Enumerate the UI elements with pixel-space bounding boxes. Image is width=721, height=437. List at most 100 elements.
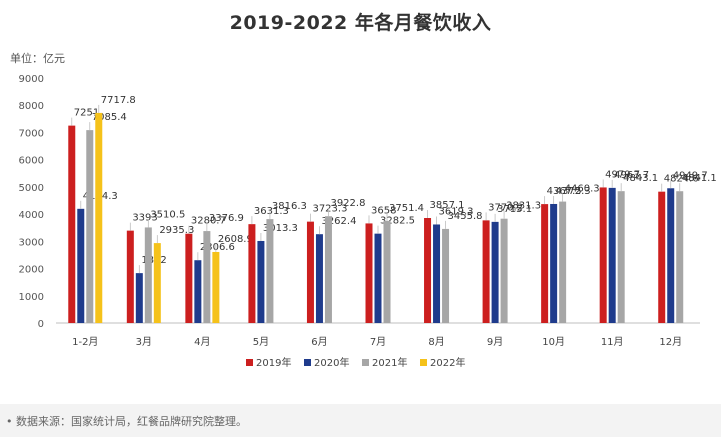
x-category-label: 11月 — [601, 336, 624, 348]
bar-2019年 — [541, 204, 549, 323]
data-label: 4963.7 — [614, 170, 649, 181]
bar-2019年 — [68, 125, 76, 323]
bar-2022年 — [212, 251, 220, 323]
y-tick-label: 0 — [38, 319, 44, 330]
data-label: 4367.5 — [547, 186, 582, 197]
data-label: 3723.3 — [312, 204, 347, 215]
bar-2021年 — [500, 218, 508, 323]
y-tick-label: 9000 — [19, 74, 44, 85]
bar-2019年 — [482, 220, 490, 323]
bar-2019年 — [658, 191, 666, 323]
bar-2020年 — [550, 203, 558, 323]
legend-swatch-2019年 — [246, 359, 253, 366]
legend-label: 2022年 — [430, 356, 465, 369]
data-label: 2608.9 — [218, 234, 253, 245]
data-label: 4843.1 — [623, 173, 658, 184]
data-label: 3922.8 — [330, 198, 365, 209]
y-tick-label: 2000 — [19, 265, 44, 276]
bar-2019年 — [185, 233, 193, 323]
y-tick-label: 4000 — [19, 210, 44, 221]
y-tick-label: 8000 — [19, 101, 44, 112]
data-label: 4824.6 — [664, 174, 699, 185]
bar-2022年 — [153, 243, 161, 323]
data-label: 3770.2 — [488, 202, 523, 213]
data-label: 3816.3 — [272, 201, 307, 212]
x-category-label: 6月 — [311, 336, 327, 348]
bar-2021年 — [86, 130, 94, 323]
x-category-label: 4月 — [194, 336, 210, 348]
x-category-label: 8月 — [428, 336, 444, 348]
data-label: 3857.1 — [430, 200, 465, 211]
legend-swatch-2021年 — [362, 359, 369, 366]
x-category-label: 3月 — [136, 336, 152, 348]
bar-2020年 — [77, 208, 85, 323]
data-label: 3510.5 — [150, 209, 185, 220]
bar-2020年 — [608, 187, 616, 323]
legend-swatch-2022年 — [420, 359, 427, 366]
data-label: 3751.4 — [389, 203, 424, 214]
data-label: 3262.4 — [321, 216, 356, 227]
x-category-label: 9月 — [487, 336, 503, 348]
bar-2019年 — [306, 221, 314, 323]
bar-2019年 — [248, 224, 256, 323]
bar-2020年 — [433, 224, 441, 323]
data-label: 3631.3 — [254, 206, 289, 217]
chart-title: 2019-2022 年各月餐饮收入 — [229, 12, 492, 34]
legend-label: 2020年 — [314, 356, 349, 369]
data-label: 3013.3 — [263, 223, 298, 234]
x-category-label: 1-2月 — [72, 336, 98, 348]
bar-2019年 — [365, 223, 373, 323]
bar-2019年 — [599, 187, 607, 323]
bar-2021年 — [559, 201, 567, 323]
bar-2021年 — [383, 220, 391, 323]
data-label: 3831.3 — [506, 201, 541, 212]
bar-2020年 — [135, 273, 143, 323]
x-category-label: 5月 — [253, 336, 269, 348]
bar-2020年 — [194, 260, 202, 323]
y-tick-label: 5000 — [19, 183, 44, 194]
data-label: 2306.6 — [200, 242, 235, 253]
data-label: 3376.9 — [209, 213, 244, 224]
data-label: 4372.3 — [556, 186, 591, 197]
data-label: 4949.7 — [673, 170, 708, 181]
bar-2019年 — [126, 230, 134, 323]
bar-2020年 — [667, 188, 675, 323]
data-label: 3715.1 — [497, 204, 532, 215]
bar-2019年 — [424, 218, 432, 323]
data-label: 7717.8 — [101, 95, 136, 106]
data-label: 3282.5 — [380, 216, 415, 227]
data-label: 3280.7 — [191, 216, 226, 227]
data-label: 4460.3 — [565, 184, 600, 195]
bar-2021年 — [144, 227, 152, 323]
data-label: 7251 — [74, 108, 99, 119]
legend-label: 2019年 — [256, 356, 291, 369]
data-label: 4841.1 — [682, 173, 717, 184]
bar-2022年 — [95, 112, 103, 324]
bar-2021年 — [266, 219, 274, 323]
bar-2020年 — [374, 233, 382, 323]
bar-2020年 — [491, 221, 499, 323]
unit-label: 单位：亿元 — [10, 52, 65, 65]
y-tick-label: 7000 — [19, 128, 44, 139]
legend-swatch-2020年 — [304, 359, 311, 366]
x-category-label: 12月 — [659, 336, 682, 348]
bar-2021年 — [617, 191, 625, 323]
data-label: 3393 — [132, 213, 157, 224]
y-tick-label: 1000 — [19, 292, 44, 303]
y-tick-label: 6000 — [19, 156, 44, 167]
bar-2021年 — [442, 228, 450, 323]
data-label: 7085.4 — [92, 112, 127, 123]
data-label: 3455.8 — [448, 211, 483, 222]
source-note: • 数据来源：国家统计局，红餐品牌研究院整理。 — [6, 415, 247, 428]
data-label: 3619.3 — [439, 206, 474, 217]
bar-2021年 — [324, 216, 332, 323]
x-category-label: 10月 — [542, 336, 565, 348]
bar-chart: 0 1000 2000 3000 4000 5000 6000 7000 8000 9000 725… — [19, 74, 717, 369]
bar-2020年 — [315, 234, 323, 323]
data-label: 2935.3 — [159, 225, 194, 236]
bar-2021年 — [676, 191, 684, 323]
bar-2020年 — [257, 240, 265, 323]
data-label: 3658 — [371, 205, 396, 216]
data-label: 4979.7 — [605, 169, 640, 180]
x-category-label: 7月 — [370, 336, 386, 348]
